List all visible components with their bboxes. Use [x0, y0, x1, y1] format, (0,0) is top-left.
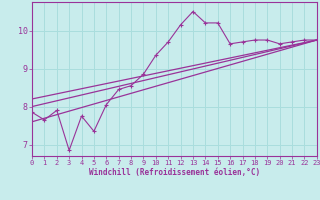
X-axis label: Windchill (Refroidissement éolien,°C): Windchill (Refroidissement éolien,°C) [89, 168, 260, 177]
